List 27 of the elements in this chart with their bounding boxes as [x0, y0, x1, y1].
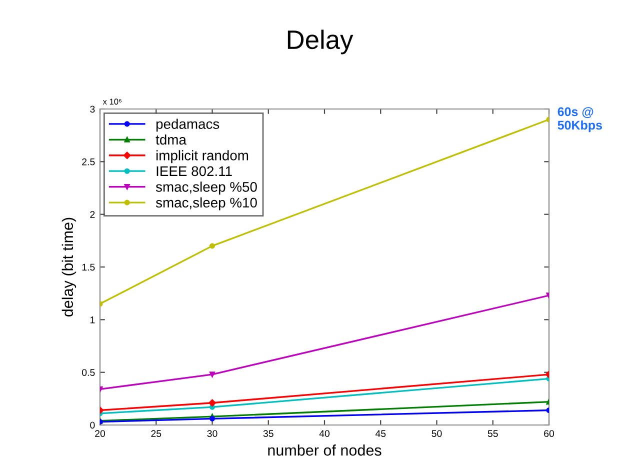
y-tick-label: 0.5 [82, 369, 95, 376]
y-tick-label: 1 [90, 316, 95, 324]
legend-label: pedamacs [156, 118, 220, 132]
x-tick-label: 35 [263, 430, 274, 437]
x-tick-label: 55 [488, 430, 498, 437]
legend-label: smac,sleep %10 [156, 197, 257, 210]
legend-label: smac,sleep %50 [156, 182, 257, 195]
annotation: 60s @ 50Kbps [558, 107, 602, 132]
x-tick-label: 40 [319, 430, 330, 437]
legend-label: IEEE 802.11 [156, 166, 232, 176]
x-tick-label: 60 [544, 430, 554, 437]
legend-label: tdma [156, 134, 186, 145]
y-tick-label: 2.5 [82, 158, 95, 166]
chart-title: Delay [288, 30, 354, 54]
y-axis-title: delay (bit time) [62, 218, 76, 316]
text: x 10⁶ [102, 98, 122, 105]
y-tick-label: 2 [90, 211, 95, 218]
x-tick-label: 30 [207, 430, 218, 437]
legend-label: implicit random [156, 150, 248, 164]
x-axis-title: number of nodes [268, 444, 382, 456]
x-tick-label: 45 [375, 430, 386, 437]
x-tick-label: 20 [95, 430, 106, 437]
y-tick-label: 3 [90, 106, 95, 113]
x-tick-label: 50 [432, 430, 442, 437]
x-tick-label: 25 [151, 430, 162, 437]
y-tick-label: 1.5 [82, 264, 95, 271]
y-tick-label: 0 [90, 422, 95, 429]
